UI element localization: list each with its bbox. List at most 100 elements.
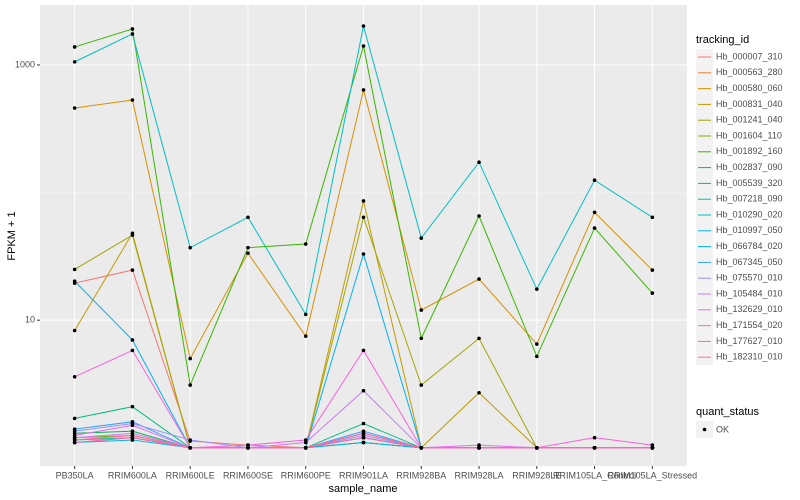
data-point (535, 354, 539, 359)
data-point (72, 279, 77, 284)
legend-label: Hb_075570_010 (716, 273, 783, 283)
data-point (592, 435, 597, 440)
data-point (72, 106, 77, 110)
data-point (72, 416, 77, 421)
data-point (130, 32, 135, 36)
x-tick-label: RRIM928LE (512, 470, 561, 480)
legend-label: Hb_067345_050 (716, 257, 783, 267)
data-point (130, 98, 135, 102)
data-point (246, 443, 250, 447)
data-point (130, 338, 135, 342)
data-point (361, 431, 366, 436)
data-point (650, 445, 655, 450)
data-point (477, 390, 481, 395)
data-point (303, 312, 308, 317)
data-point (592, 445, 597, 450)
data-point (303, 445, 308, 450)
data-point (361, 88, 366, 92)
data-point (72, 433, 77, 438)
data-point (130, 233, 135, 237)
legend-label: Hb_000007_310 (716, 51, 783, 61)
data-point (477, 443, 481, 447)
data-point (361, 24, 366, 28)
data-point (361, 199, 366, 203)
data-point (72, 328, 77, 333)
x-tick-label: PB350LA (56, 470, 94, 480)
data-point (188, 438, 192, 442)
data-point (361, 421, 366, 426)
data-point (246, 215, 250, 220)
data-point (130, 27, 135, 31)
data-point (419, 236, 424, 240)
data-point (477, 277, 481, 281)
data-point (477, 160, 481, 164)
data-point (535, 445, 539, 450)
data-point (477, 214, 481, 218)
data-point (303, 440, 308, 445)
data-point (477, 336, 481, 341)
data-point (130, 433, 135, 438)
data-point (303, 438, 308, 442)
data-point (72, 440, 77, 445)
legend-label: Hb_177627_010 (716, 336, 783, 346)
data-point (535, 342, 539, 346)
data-point (361, 440, 366, 445)
legend-label: Hb_000563_280 (716, 67, 783, 77)
data-point (650, 268, 655, 272)
legend-label: Hb_000831_040 (716, 99, 783, 109)
legend-title: tracking_id (696, 34, 749, 46)
data-point (246, 251, 250, 255)
legend-label: Hb_000580_060 (716, 83, 783, 93)
data-point (592, 226, 597, 230)
data-point (592, 178, 597, 183)
status-legend-label: OK (716, 424, 729, 434)
legend-label: Hb_001892_160 (716, 146, 783, 156)
x-tick-label: RRIM600PE (281, 470, 331, 480)
legend-label: Hb_182310_010 (716, 352, 783, 362)
data-point (361, 435, 366, 440)
x-tick-label: RRIM105LA_Control (553, 470, 636, 480)
legend-point (702, 427, 707, 432)
data-point (592, 210, 597, 215)
x-tick-label: RRIM105LA_Stressed (608, 470, 698, 480)
status-legend-title: quant_status (696, 406, 759, 418)
legend-label: Hb_010290_020 (716, 209, 783, 219)
legend-label: Hb_001241_040 (716, 115, 783, 125)
legend-label: Hb_001604_110 (716, 130, 782, 140)
data-point (72, 375, 77, 379)
data-point (303, 242, 308, 246)
data-point (419, 336, 424, 341)
data-point (419, 445, 424, 450)
data-point (303, 334, 308, 338)
data-point (130, 348, 135, 353)
data-point (477, 445, 481, 450)
data-point (72, 267, 77, 272)
data-point (188, 245, 192, 250)
y-tick-label: 1000 (15, 59, 35, 69)
x-tick-label: RRIM928LA (455, 470, 504, 480)
data-point (188, 356, 192, 361)
data-point (650, 291, 655, 295)
legend-label: Hb_171554_020 (716, 320, 783, 330)
data-point (130, 268, 135, 272)
legend-label: Hb_007218_090 (716, 194, 783, 204)
x-axis-label: sample_name (328, 483, 397, 495)
data-point (361, 348, 366, 353)
data-point (72, 60, 77, 64)
data-point (361, 388, 366, 393)
legend-label: Hb_005539_320 (716, 178, 783, 188)
data-point (361, 44, 366, 48)
x-tick-label: RRIM901LA (339, 470, 388, 480)
data-point (650, 443, 655, 447)
x-tick-label: RRIM600LE (166, 470, 215, 480)
x-tick-label: RRIM928BA (396, 470, 446, 480)
data-point (246, 445, 250, 450)
y-tick-label: 10 (25, 315, 35, 325)
legend-label: Hb_002837_090 (716, 162, 783, 172)
data-point (361, 215, 366, 220)
data-point (361, 252, 366, 256)
data-point (130, 423, 135, 428)
data-point (188, 445, 192, 450)
